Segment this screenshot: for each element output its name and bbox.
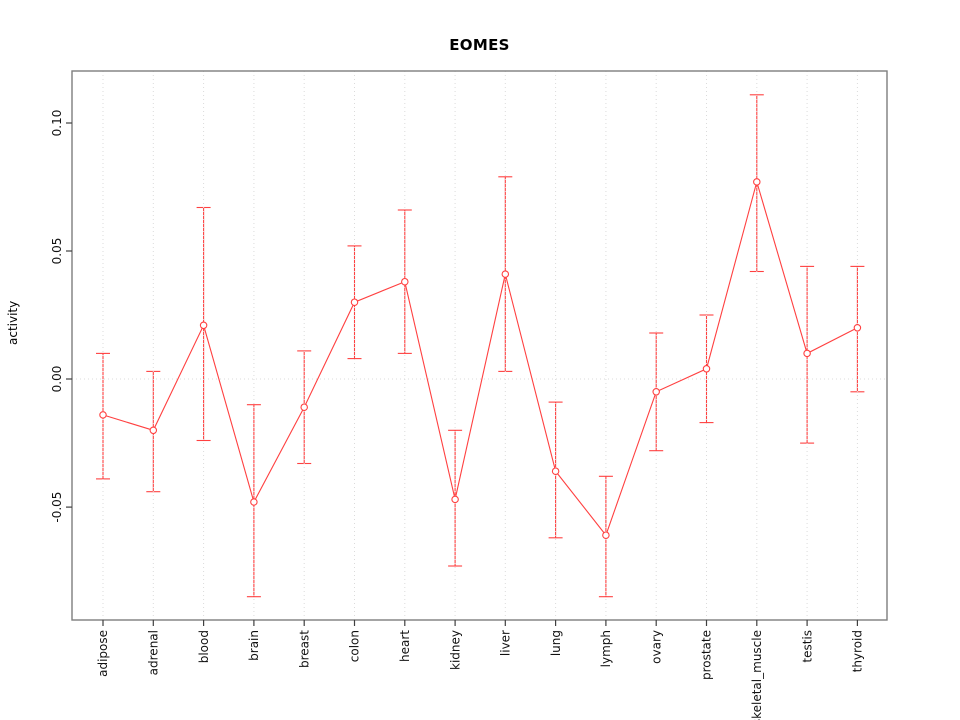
- plot-border: [71, 70, 888, 621]
- x-tick-label: blood: [197, 630, 211, 663]
- data-point: [501, 270, 510, 278]
- data-point: [853, 324, 862, 332]
- x-tick-label: thyroid: [851, 630, 865, 672]
- y-tick-label: 0.00: [50, 366, 64, 393]
- data-point: [551, 467, 560, 475]
- data-point: [602, 531, 610, 539]
- data-point: [451, 495, 459, 504]
- data-point: [803, 349, 811, 358]
- y-tick-label: 0.05: [50, 238, 64, 265]
- data-point: [401, 277, 409, 286]
- x-tick-label: breast: [297, 630, 311, 668]
- x-tick-label: adrenal: [147, 630, 161, 675]
- x-tick-label: adipose: [96, 630, 110, 677]
- x-tick-label: ovary: [649, 630, 663, 664]
- x-tick-label: skeletal_muscle: [750, 630, 764, 720]
- x-tick-label: kidney: [448, 630, 462, 670]
- x-tick-label: brain: [247, 630, 261, 661]
- x-tick-label: liver: [499, 630, 513, 656]
- data-point: [300, 403, 308, 411]
- y-tick-label: -0.05: [50, 492, 64, 523]
- data-point: [350, 298, 359, 306]
- x-tick-label: prostate: [700, 630, 714, 680]
- x-tick-label: lymph: [599, 630, 613, 667]
- data-point: [250, 498, 258, 506]
- y-tick-label: 0.10: [50, 110, 64, 137]
- x-tick-label: testis: [800, 630, 814, 663]
- x-tick-label: colon: [348, 630, 362, 662]
- x-tick-label: lung: [549, 630, 563, 656]
- data-point: [652, 388, 660, 396]
- series-line: [102, 179, 858, 537]
- data-point: [149, 426, 158, 435]
- data-point: [753, 178, 761, 186]
- x-tick-label: heart: [398, 630, 412, 662]
- data-point: [702, 365, 711, 373]
- chart-title: EOMES: [449, 36, 510, 54]
- data-point: [199, 321, 208, 330]
- data-point: [99, 411, 107, 419]
